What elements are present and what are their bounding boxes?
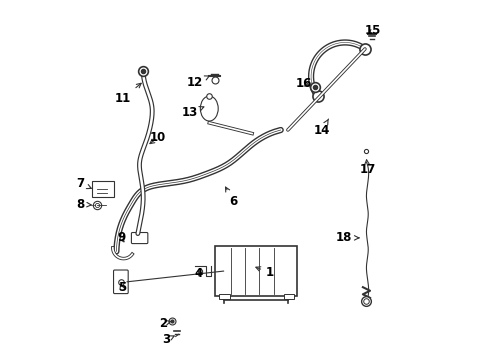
Text: 3: 3 [162,333,174,346]
Text: 9: 9 [117,231,125,244]
Text: 14: 14 [314,119,330,137]
FancyBboxPatch shape [92,181,114,197]
Text: 11: 11 [115,83,141,105]
Text: 6: 6 [225,187,238,208]
Text: 15: 15 [365,24,381,37]
Text: 17: 17 [359,160,376,176]
Text: 2: 2 [159,317,171,330]
FancyBboxPatch shape [220,294,230,298]
Text: 4: 4 [195,267,203,280]
Ellipse shape [200,96,218,121]
Text: 8: 8 [76,198,91,211]
FancyBboxPatch shape [284,294,294,298]
Text: 13: 13 [181,106,204,120]
Text: 7: 7 [76,177,91,190]
Text: 10: 10 [149,131,166,144]
Text: 12: 12 [187,76,209,89]
Text: 1: 1 [256,266,274,279]
FancyBboxPatch shape [215,246,297,296]
Text: 18: 18 [336,231,359,244]
Text: 5: 5 [118,282,126,294]
Text: 16: 16 [296,77,312,90]
FancyBboxPatch shape [114,270,128,294]
FancyBboxPatch shape [131,233,148,244]
